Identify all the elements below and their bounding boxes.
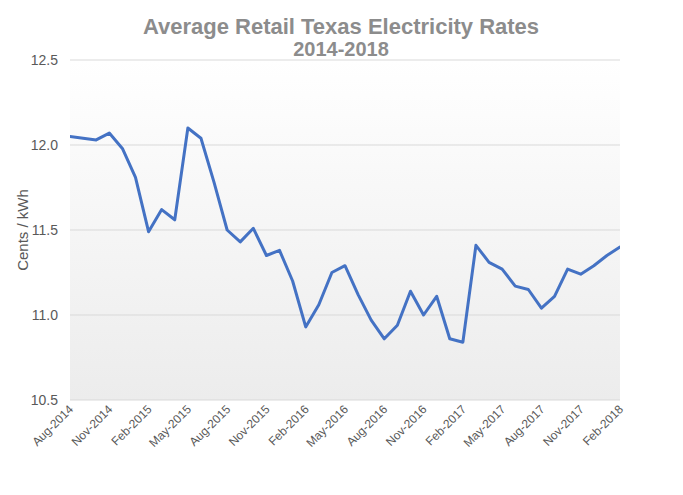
x-tick-label: Aug-2014 <box>29 402 76 449</box>
x-tick-label: Nov-2015 <box>226 402 273 449</box>
y-tick-label: 11.0 <box>32 307 58 323</box>
title: Average Retail Texas Electricity Rates <box>143 14 539 39</box>
plot-background <box>70 60 620 400</box>
x-tick-label: Nov-2016 <box>383 402 430 449</box>
grid-line <box>70 315 620 316</box>
chart: Average Retail Texas Electricity Rates20… <box>0 0 683 495</box>
x-tick-label: May-2016 <box>303 402 351 450</box>
y-tick-label: 12.0 <box>31 137 58 153</box>
y-tick-label: 10.5 <box>31 392 58 408</box>
grid-line <box>70 230 620 231</box>
x-tick-label: May-2017 <box>461 402 509 450</box>
plot-marks <box>70 128 620 342</box>
x-tick-label: Nov-2017 <box>540 402 587 449</box>
x-tick-label: Feb-2018 <box>580 402 626 448</box>
grid-line <box>70 400 620 401</box>
grid-line <box>70 145 620 146</box>
x-tick-label: Nov-2014 <box>69 402 116 449</box>
x-tick-label: May-2015 <box>146 402 194 450</box>
data-line <box>70 128 620 342</box>
y-axis-label: Cents / kWh <box>14 189 31 271</box>
x-tick-label: Aug-2017 <box>501 402 548 449</box>
subtitle: 2014-2018 <box>293 38 389 60</box>
grid-line <box>70 60 620 61</box>
y-tick-label: 11.5 <box>32 222 58 238</box>
y-tick-label: 12.5 <box>31 52 58 68</box>
x-tick-label: Aug-2016 <box>344 402 391 449</box>
x-tick-label: Aug-2015 <box>187 402 234 449</box>
